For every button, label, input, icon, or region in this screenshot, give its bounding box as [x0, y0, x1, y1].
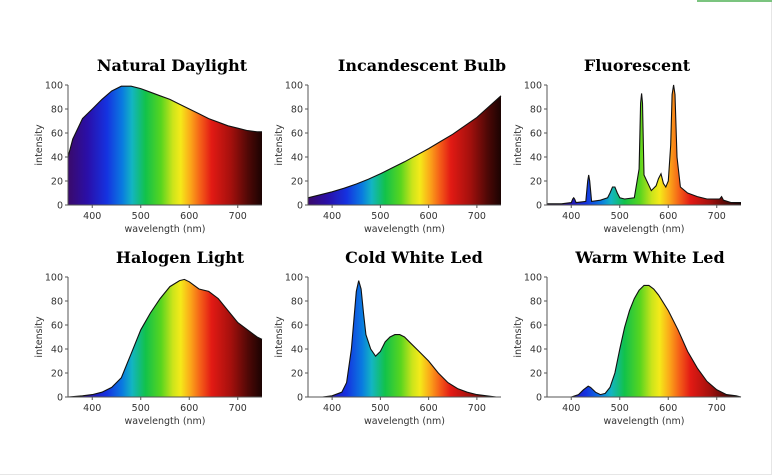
x-axis-label: wavelength (nm) — [364, 416, 445, 427]
y-tick-label: 60 — [530, 321, 542, 332]
panel-title: Halogen Light — [116, 248, 245, 267]
y-tick-label: 80 — [291, 105, 303, 116]
panel-title: Fluorescent — [584, 56, 691, 75]
spectrum-line — [307, 95, 502, 199]
y-tick-label: 40 — [291, 345, 303, 356]
x-tick-label: 500 — [371, 403, 389, 414]
y-tick-label: 20 — [291, 369, 303, 380]
spectrum-area — [547, 85, 741, 205]
y-tick-label: 60 — [291, 129, 303, 140]
y-tick-label: 40 — [530, 153, 542, 164]
y-tick-label: 40 — [530, 345, 542, 356]
y-axis-label: intensity — [274, 316, 285, 358]
y-tick-label: 0 — [536, 201, 542, 212]
y-tick-label: 0 — [536, 393, 542, 404]
y-axis-label: intensity — [274, 124, 285, 166]
x-axis-label: wavelength (nm) — [364, 224, 445, 235]
spectrum-area — [547, 285, 741, 397]
y-tick-label: 80 — [51, 297, 63, 308]
x-tick-label: 500 — [611, 403, 629, 414]
y-tick-label: 20 — [530, 177, 542, 188]
x-tick-label: 700 — [468, 211, 486, 222]
y-tick-label: 60 — [291, 321, 303, 332]
panel-title: Warm White Led — [574, 248, 724, 267]
y-tick-label: 40 — [51, 345, 63, 356]
spectrum-panel-3: Fluorescent 0 20 40 60 80 100 400 500 600 700 wavel… — [513, 56, 741, 235]
x-tick-label: 400 — [323, 211, 341, 222]
y-tick-label: 40 — [51, 153, 63, 164]
y-tick-label: 60 — [530, 129, 542, 140]
x-tick-label: 600 — [180, 403, 198, 414]
y-axis-label: intensity — [513, 316, 524, 358]
x-axis-label: wavelength (nm) — [124, 224, 205, 235]
spectrum-panel-6: Warm White Led 0 20 40 60 80 100 400 500 600 700 wa… — [513, 248, 742, 427]
y-tick-label: 40 — [291, 153, 303, 164]
y-tick-label: 100 — [285, 273, 303, 284]
spectrum-area — [68, 86, 262, 205]
spectrum-panel-5: Cold White Led 0 20 40 60 80 100 400 500 600 700 wa… — [274, 248, 501, 427]
x-tick-label: 400 — [562, 403, 580, 414]
y-axis-label: intensity — [513, 124, 524, 166]
y-tick-label: 80 — [530, 297, 542, 308]
panel-title: Natural Daylight — [97, 56, 248, 75]
spectrum-line — [547, 84, 741, 205]
x-tick-label: 700 — [708, 403, 726, 414]
x-axis-label: wavelength (nm) — [124, 416, 205, 427]
spectrum-line — [67, 85, 262, 158]
spectrum-area — [68, 279, 262, 397]
x-tick-label: 700 — [229, 211, 247, 222]
spectrum-panel-1: Natural Daylight 0 20 40 60 80 100 400 500 600 700… — [34, 56, 262, 235]
spectrum-area — [308, 95, 501, 205]
x-tick-label: 600 — [659, 211, 677, 222]
x-tick-label: 600 — [180, 211, 198, 222]
y-tick-label: 80 — [530, 105, 542, 116]
spectrum-line — [547, 284, 742, 398]
x-tick-label: 500 — [132, 211, 150, 222]
x-tick-label: 700 — [708, 211, 726, 222]
spectrum-panel-4: Halogen Light 0 20 40 60 80 100 400 500 600 700 wav… — [34, 248, 263, 427]
x-axis-label: wavelength (nm) — [603, 416, 684, 427]
spectrum-panel-2: Incandescent Bulb 0 20 40 60 80 100 400 500 600 70… — [274, 56, 506, 235]
y-tick-label: 20 — [51, 369, 63, 380]
y-axis-label: intensity — [34, 316, 45, 358]
y-tick-label: 20 — [530, 369, 542, 380]
x-tick-label: 500 — [132, 403, 150, 414]
x-tick-label: 400 — [83, 211, 101, 222]
y-tick-label: 20 — [51, 177, 63, 188]
spectrum-line — [308, 280, 501, 398]
y-tick-label: 100 — [524, 273, 542, 284]
y-tick-label: 60 — [51, 321, 63, 332]
x-tick-label: 400 — [323, 403, 341, 414]
x-tick-label: 500 — [371, 211, 389, 222]
x-tick-label: 700 — [229, 403, 247, 414]
x-tick-label: 600 — [420, 211, 438, 222]
y-tick-label: 0 — [297, 393, 303, 404]
y-tick-label: 100 — [45, 273, 63, 284]
panel-title: Cold White Led — [345, 248, 483, 267]
spectrum-line — [67, 278, 263, 398]
y-tick-label: 0 — [57, 201, 63, 212]
x-tick-label: 400 — [562, 211, 580, 222]
spectrum-area — [308, 280, 501, 397]
y-axis-label: intensity — [34, 124, 45, 166]
x-axis-label: wavelength (nm) — [603, 224, 684, 235]
y-tick-label: 20 — [291, 177, 303, 188]
y-tick-label: 100 — [524, 81, 542, 92]
x-tick-label: 500 — [611, 211, 629, 222]
y-tick-label: 80 — [291, 297, 303, 308]
x-tick-label: 400 — [83, 403, 101, 414]
x-tick-label: 600 — [659, 403, 677, 414]
y-tick-label: 60 — [51, 129, 63, 140]
top-accent-line — [697, 0, 772, 2]
y-tick-label: 80 — [51, 105, 63, 116]
y-tick-label: 0 — [57, 393, 63, 404]
panel-title: Incandescent Bulb — [338, 56, 506, 75]
y-tick-label: 100 — [45, 81, 63, 92]
y-tick-label: 100 — [285, 81, 303, 92]
x-tick-label: 600 — [420, 403, 438, 414]
y-tick-label: 0 — [297, 201, 303, 212]
x-tick-label: 700 — [468, 403, 486, 414]
